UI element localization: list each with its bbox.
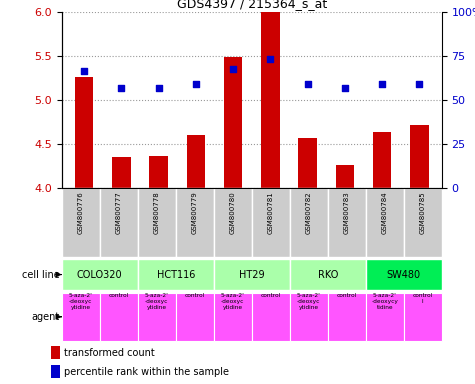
Text: HT29: HT29 (239, 270, 265, 280)
Bar (214, 293, 252, 341)
Bar (328, 293, 366, 341)
Point (266, 56, 274, 62)
Point (379, 81, 386, 87)
Bar (75, 77, 94, 188)
Text: control: control (185, 293, 205, 298)
Point (192, 81, 200, 87)
Bar (149, 156, 168, 188)
Text: transformed count: transformed count (65, 348, 155, 358)
Text: GSM800783: GSM800783 (344, 192, 350, 234)
Text: GSM800778: GSM800778 (154, 192, 160, 234)
Bar (51, 346, 60, 359)
Bar (290, 188, 328, 257)
Bar (366, 293, 404, 341)
Text: control: control (109, 293, 129, 298)
Bar (328, 188, 366, 257)
Point (304, 81, 312, 87)
Bar (138, 259, 214, 290)
Text: 5-aza-2'
-deoxyc
ytidine: 5-aza-2' -deoxyc ytidine (297, 293, 321, 310)
Bar (100, 188, 138, 257)
Bar (138, 293, 176, 341)
Bar (404, 293, 442, 341)
Bar (410, 126, 429, 188)
Text: GSM800785: GSM800785 (420, 192, 426, 234)
Text: GSM800780: GSM800780 (230, 192, 236, 234)
Text: 5-aza-2'
-deoxyc
ytidine: 5-aza-2' -deoxyc ytidine (221, 293, 245, 310)
Bar (176, 293, 214, 341)
Bar (252, 293, 290, 341)
Bar (138, 188, 176, 257)
Bar (62, 188, 100, 257)
Text: HCT116: HCT116 (157, 270, 195, 280)
Bar (373, 132, 391, 188)
Bar (51, 365, 60, 378)
Text: 5-aza-2'
-deoxyc
ytidine: 5-aza-2' -deoxyc ytidine (69, 293, 93, 310)
Text: GSM800779: GSM800779 (192, 192, 198, 234)
Text: control
l: control l (413, 293, 433, 304)
Text: 5-aza-2'
-deoxycy
tidine: 5-aza-2' -deoxycy tidine (371, 293, 398, 310)
Text: percentile rank within the sample: percentile rank within the sample (65, 367, 229, 377)
Point (155, 85, 162, 91)
Bar (62, 259, 138, 290)
Bar (62, 293, 100, 341)
Text: RKO: RKO (318, 270, 338, 280)
Point (341, 85, 349, 91)
Point (416, 81, 423, 87)
Bar (290, 259, 366, 290)
Point (229, 66, 237, 72)
Bar (252, 188, 290, 257)
Bar (404, 188, 442, 257)
Bar (187, 135, 205, 188)
Bar (366, 259, 442, 290)
Bar (100, 293, 138, 341)
Bar (176, 188, 214, 257)
Text: control: control (337, 293, 357, 298)
Bar (298, 138, 317, 188)
Title: GDS4397 / 215364_s_at: GDS4397 / 215364_s_at (177, 0, 327, 10)
Text: GSM800784: GSM800784 (382, 192, 388, 234)
Text: GSM800782: GSM800782 (306, 192, 312, 234)
Bar (224, 56, 242, 188)
Text: SW480: SW480 (387, 270, 421, 280)
Text: GSM800777: GSM800777 (116, 192, 122, 234)
Bar (366, 188, 404, 257)
Bar (214, 188, 252, 257)
Text: GSM800781: GSM800781 (268, 192, 274, 234)
Text: 5-aza-2'
-deoxyc
ytidine: 5-aza-2' -deoxyc ytidine (145, 293, 169, 310)
Bar (214, 259, 290, 290)
Bar (261, 12, 280, 188)
Text: COLO320: COLO320 (77, 270, 123, 280)
Bar (335, 165, 354, 188)
Text: cell line: cell line (22, 270, 60, 280)
Point (117, 85, 125, 91)
Text: control: control (261, 293, 281, 298)
Text: GSM800776: GSM800776 (78, 192, 84, 234)
Bar (290, 293, 328, 341)
Text: agent: agent (32, 312, 60, 322)
Bar (112, 157, 131, 188)
Point (80, 68, 88, 74)
